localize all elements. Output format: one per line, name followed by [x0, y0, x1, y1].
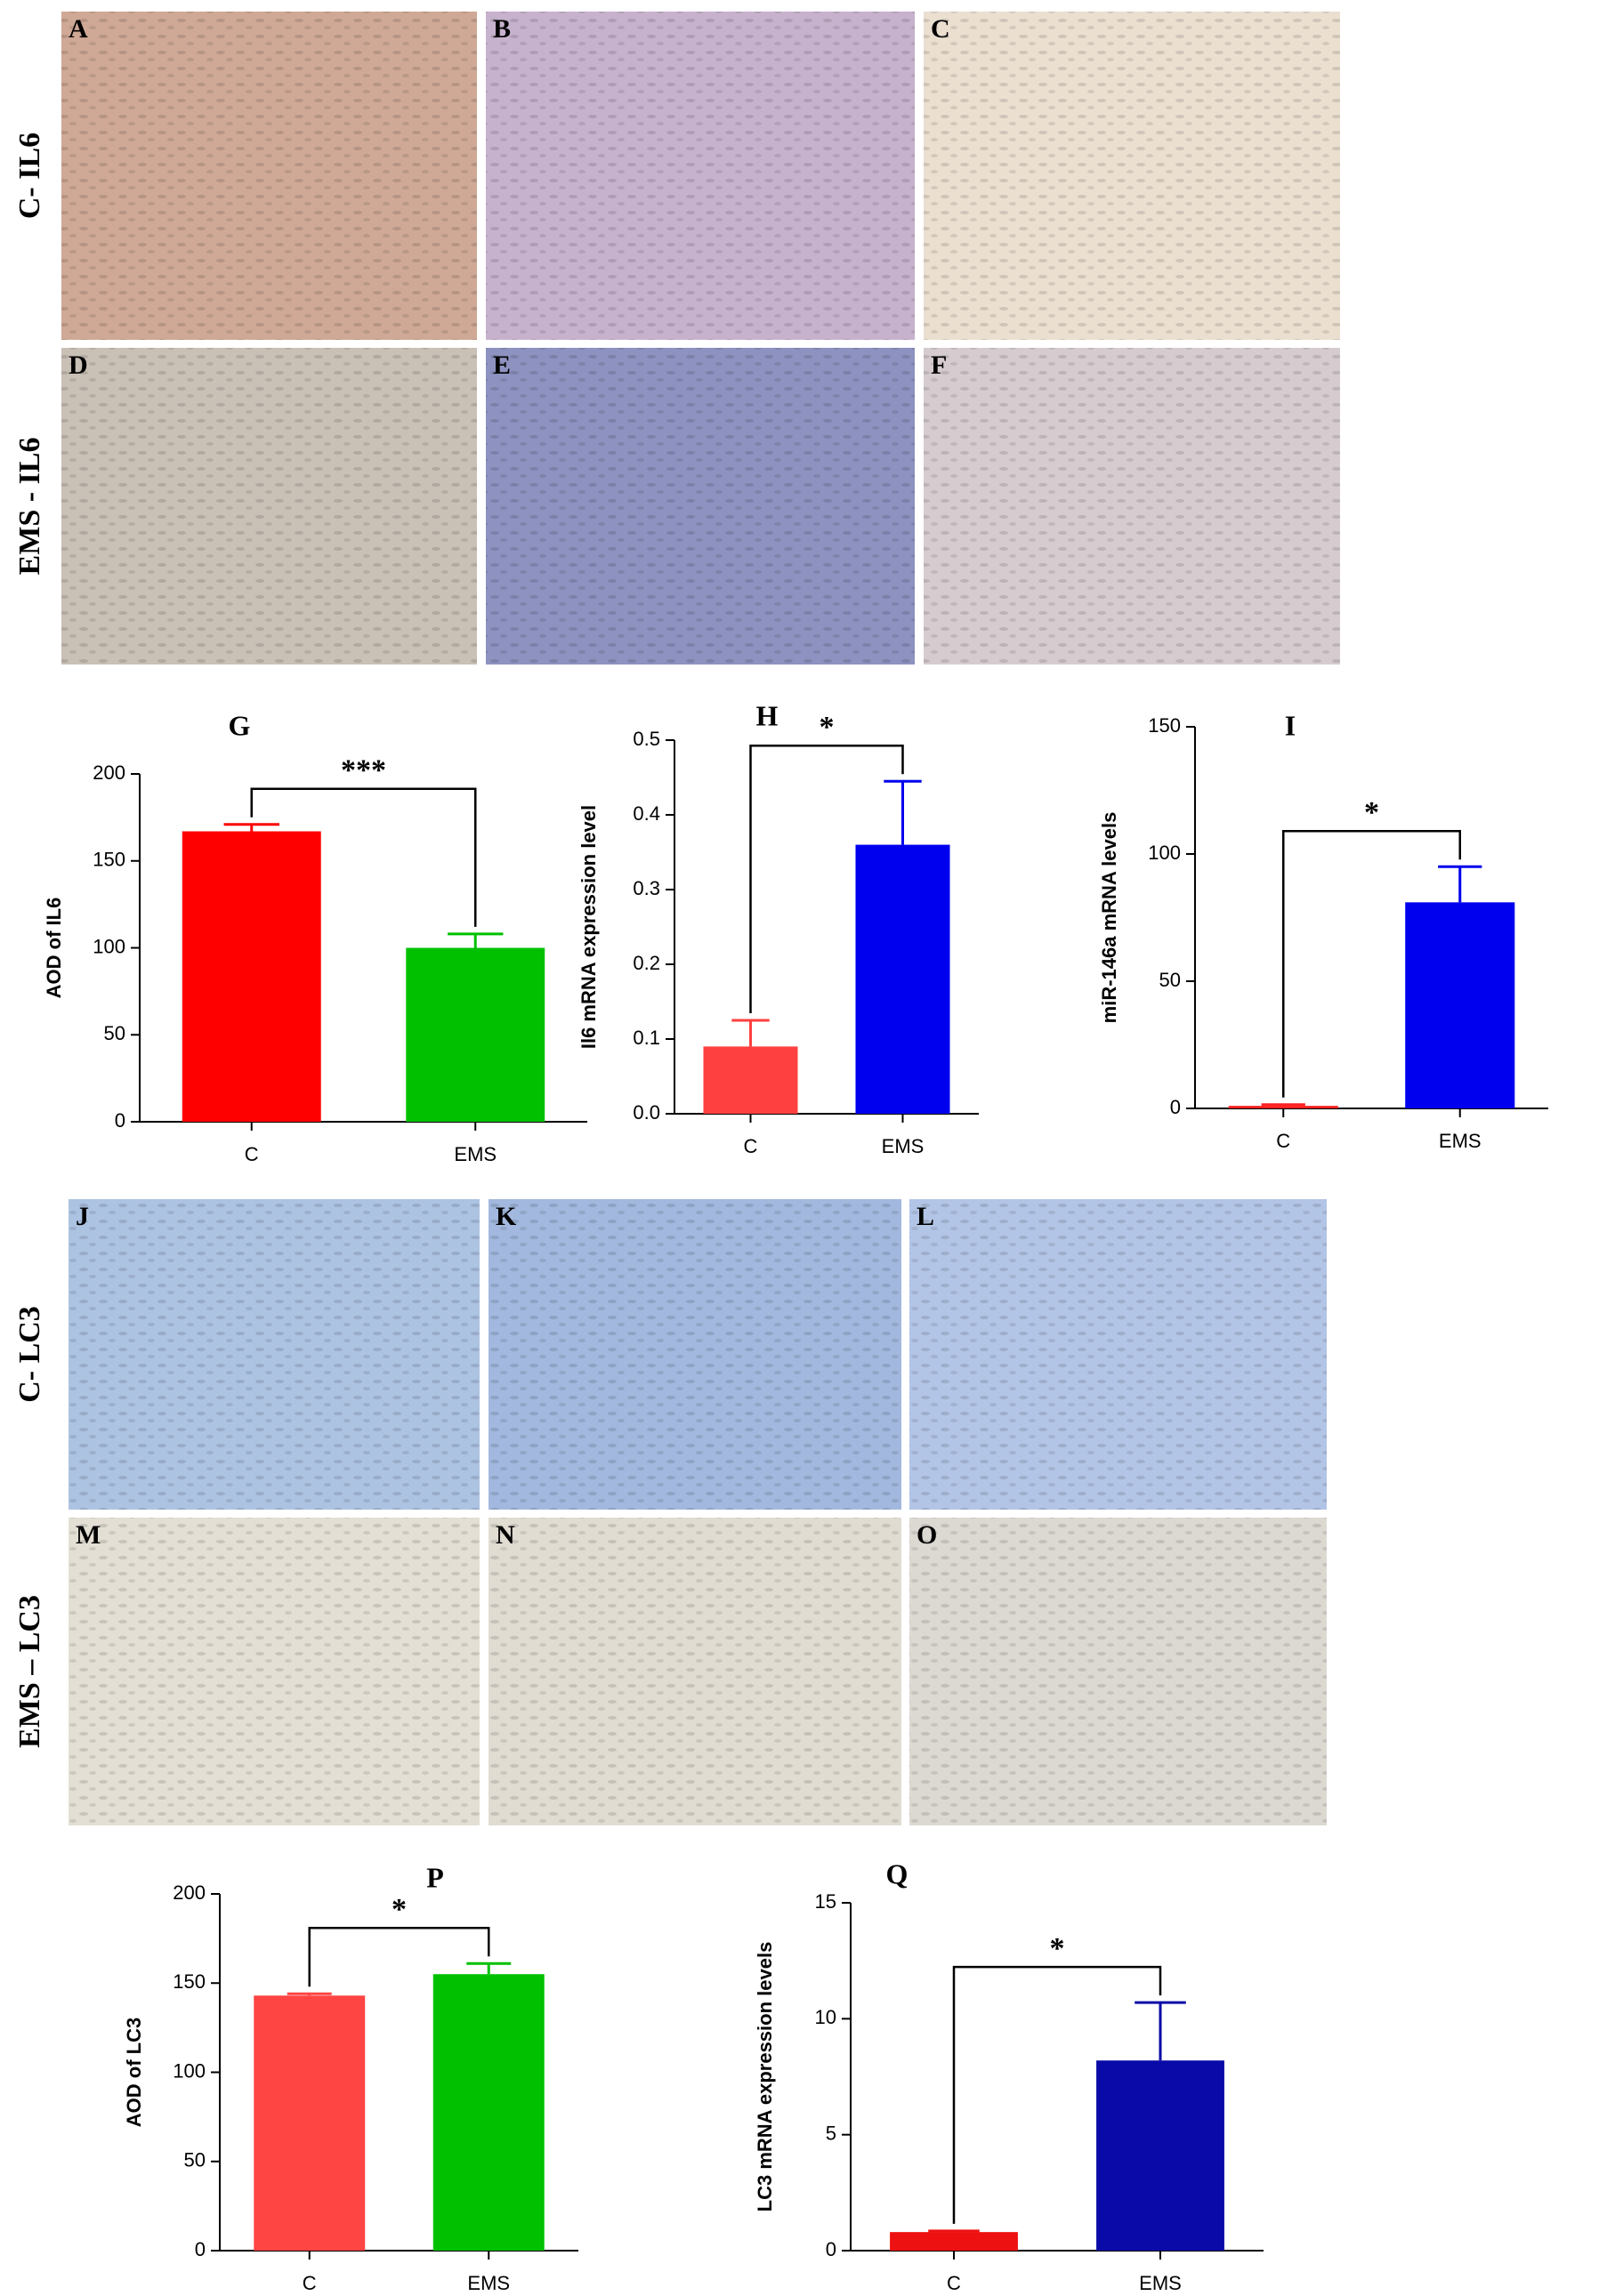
- significance: ***: [341, 753, 386, 786]
- y-tick-label: 100: [173, 2059, 206, 2082]
- panel-letter: C: [931, 14, 950, 44]
- panel-letter: E: [493, 350, 511, 380]
- bar: [406, 947, 545, 1122]
- panel-letter: N: [496, 1520, 515, 1550]
- significance-bracket: [952, 1965, 1162, 2224]
- significance: *: [1050, 1932, 1065, 1965]
- x-tick-label: C: [1276, 1130, 1290, 1152]
- panel-letter: L: [917, 1202, 934, 1231]
- panel-letter: M: [76, 1520, 101, 1550]
- bar: [1096, 2060, 1224, 2251]
- micrograph-texture: [69, 1199, 480, 1510]
- micrograph-texture: [486, 12, 915, 340]
- bar: [855, 844, 950, 1114]
- bar: [254, 1995, 366, 2251]
- chart-letter: G: [229, 709, 251, 741]
- y-tick-label: 150: [173, 1970, 206, 1993]
- chart-letter: I: [1285, 709, 1296, 741]
- row-label: EMS - IL6: [13, 438, 46, 576]
- y-axis-label: LC3 mRNA expression levels: [754, 1942, 776, 2212]
- micrograph-texture: [486, 348, 915, 665]
- x-tick-label: EMS: [882, 1135, 925, 1157]
- y-tick-label: 5: [826, 2122, 836, 2144]
- chart-letter: Q: [886, 1857, 909, 1889]
- micrograph-texture: [909, 1199, 1327, 1510]
- y-tick-label: 200: [93, 761, 125, 784]
- panel-letter: D: [69, 350, 88, 380]
- significance-bracket: [749, 744, 904, 1013]
- y-axis-label: AOD of LC3: [123, 2018, 145, 2127]
- y-tick-label: 50: [184, 2149, 206, 2171]
- x-tick-label: EMS: [467, 2272, 510, 2294]
- y-tick-label: 0.5: [633, 728, 660, 750]
- row-label: C- LC3: [13, 1306, 46, 1403]
- y-tick-label: 0.0: [633, 1101, 660, 1124]
- y-tick-label: 0.1: [633, 1027, 660, 1049]
- panel-letter: A: [69, 14, 88, 44]
- significance-bracket: [308, 1926, 490, 1987]
- y-tick-label: 200: [173, 1881, 206, 1904]
- y-axis-label: AOD of IL6: [43, 898, 65, 999]
- panel-letter: F: [931, 350, 947, 380]
- chart-letter: H: [756, 699, 779, 731]
- y-tick-label: 100: [93, 935, 125, 957]
- y-tick-label: 0.2: [633, 952, 660, 974]
- y-tick-label: 100: [1148, 842, 1181, 864]
- row-label: EMS – LC3: [13, 1595, 46, 1748]
- y-axis-label: Il6 mRNA expression level: [577, 805, 600, 1049]
- significance: *: [820, 711, 835, 744]
- y-tick-label: 0: [1170, 1096, 1181, 1118]
- bar: [1228, 1106, 1338, 1108]
- x-tick-label: EMS: [1139, 2272, 1182, 2294]
- y-tick-label: 150: [93, 849, 125, 871]
- bar: [432, 1974, 545, 2251]
- bar: [1405, 902, 1515, 1108]
- x-tick-label: C: [245, 1143, 259, 1165]
- micrograph-texture: [909, 1518, 1327, 1825]
- significance: *: [1364, 796, 1379, 829]
- y-tick-label: 0: [195, 2238, 206, 2260]
- micrograph-texture: [69, 1518, 480, 1825]
- panel-letter: B: [493, 14, 511, 44]
- panel-letter: O: [917, 1520, 937, 1550]
- y-tick-label: 0: [115, 1109, 125, 1132]
- micrograph-texture: [61, 348, 477, 665]
- x-tick-label: EMS: [454, 1143, 497, 1165]
- y-tick-label: 50: [1159, 969, 1181, 991]
- y-axis-label: miR-146a mRNA levels: [1098, 812, 1120, 1024]
- x-tick-label: C: [947, 2272, 961, 2294]
- row-label: C- IL6: [13, 133, 46, 219]
- y-tick-label: 0.4: [633, 802, 660, 825]
- y-tick-label: 0.3: [633, 877, 660, 899]
- bar: [890, 2232, 1018, 2251]
- micrograph-texture: [489, 1518, 901, 1825]
- x-tick-label: EMS: [1439, 1130, 1482, 1152]
- chart-letter: P: [426, 1861, 444, 1893]
- significance-bracket: [1282, 830, 1461, 1098]
- panel-letter: J: [76, 1202, 89, 1231]
- y-tick-label: 10: [815, 2006, 836, 2028]
- micrograph-texture: [924, 348, 1340, 665]
- y-tick-label: 150: [1148, 714, 1181, 737]
- x-tick-label: C: [303, 2272, 317, 2294]
- significance: *: [392, 1893, 407, 1926]
- micrograph-texture: [61, 12, 477, 340]
- micrograph-texture: [924, 12, 1340, 340]
- y-tick-label: 15: [815, 1890, 836, 1913]
- y-tick-label: 50: [104, 1022, 125, 1044]
- y-tick-label: 0: [826, 2238, 836, 2260]
- x-tick-label: C: [744, 1135, 758, 1157]
- bar: [703, 1046, 798, 1114]
- significance-bracket: [250, 787, 477, 927]
- bar: [182, 831, 321, 1122]
- micrograph-texture: [489, 1199, 901, 1510]
- panel-letter: K: [496, 1202, 517, 1231]
